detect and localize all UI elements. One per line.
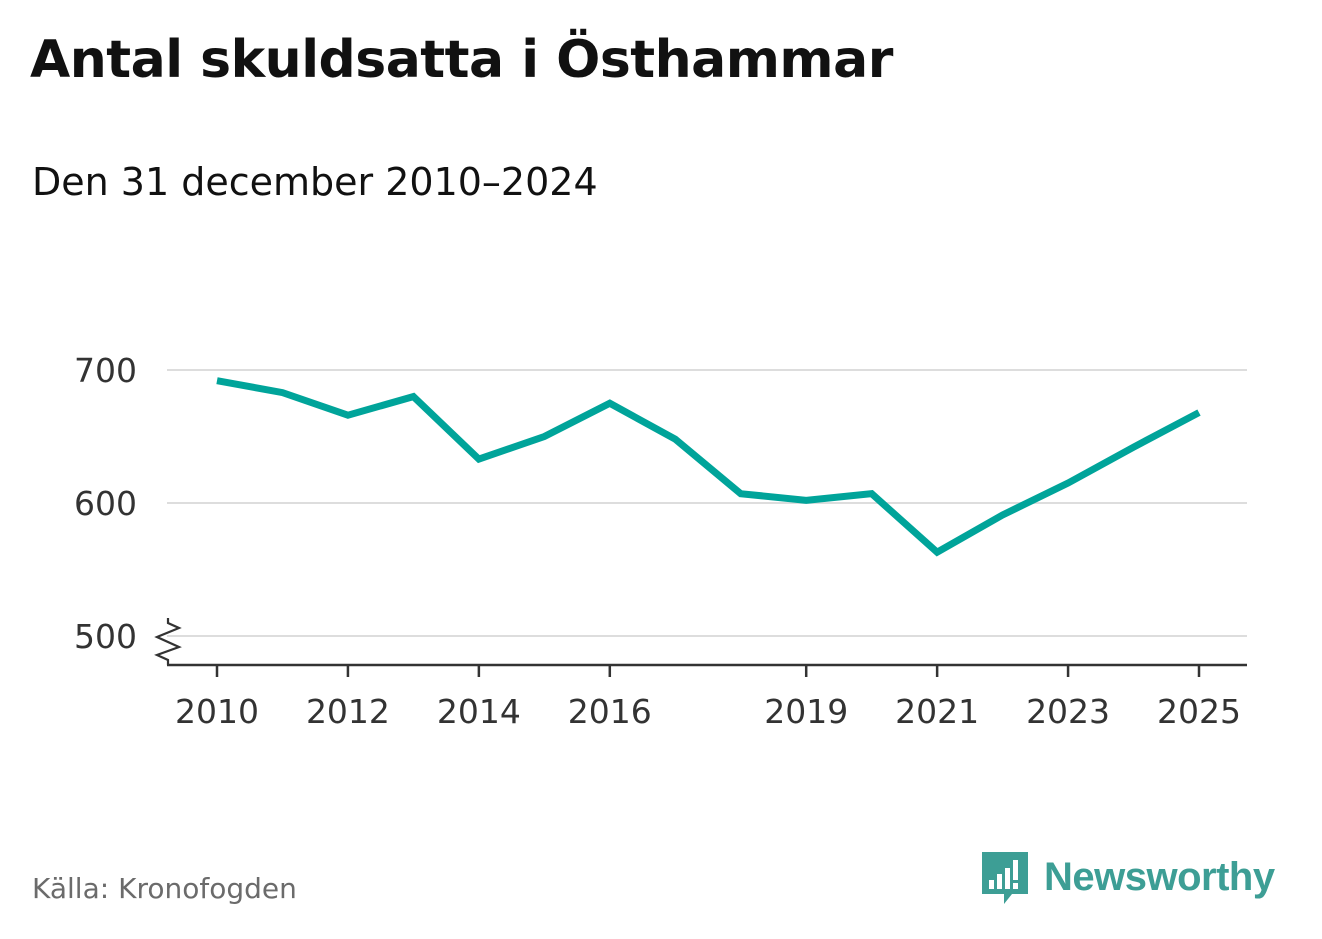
series-line xyxy=(216,377,1201,557)
x-tick-label: 2016 xyxy=(568,692,652,731)
x-tick-label: 2023 xyxy=(1026,692,1110,731)
chart-title: Antal skuldsatta i Östhammar xyxy=(30,30,893,90)
chart-subtitle: Den 31 december 2010–2024 xyxy=(32,160,598,204)
x-tick-label: 2014 xyxy=(437,692,521,731)
newsworthy-bar-chart-icon xyxy=(982,852,1028,904)
series-layer xyxy=(216,377,1201,557)
x-tick-label: 2025 xyxy=(1157,692,1241,731)
y-tick-label: 700 xyxy=(74,351,137,390)
y-tick-label: 600 xyxy=(74,484,137,523)
y-axis-ticks: 500 600 700 xyxy=(74,351,182,665)
x-tick-label: 2021 xyxy=(895,692,979,731)
x-tick-label: 2019 xyxy=(764,692,848,731)
brand-logo[interactable]: Newsworthy xyxy=(980,850,1275,910)
x-tick-label: 2012 xyxy=(306,692,390,731)
y-tick-label: 500 xyxy=(74,617,137,656)
x-axis: 2010 2012 2014 2016 2019 2021 2023 2025 xyxy=(167,663,1247,731)
source-note: Källa: Kronofogden xyxy=(32,872,297,905)
brand-name: Newsworthy xyxy=(1044,854,1275,899)
gridlines xyxy=(167,369,1247,637)
axis-break-icon xyxy=(154,618,182,665)
x-tick-label: 2010 xyxy=(175,692,259,731)
